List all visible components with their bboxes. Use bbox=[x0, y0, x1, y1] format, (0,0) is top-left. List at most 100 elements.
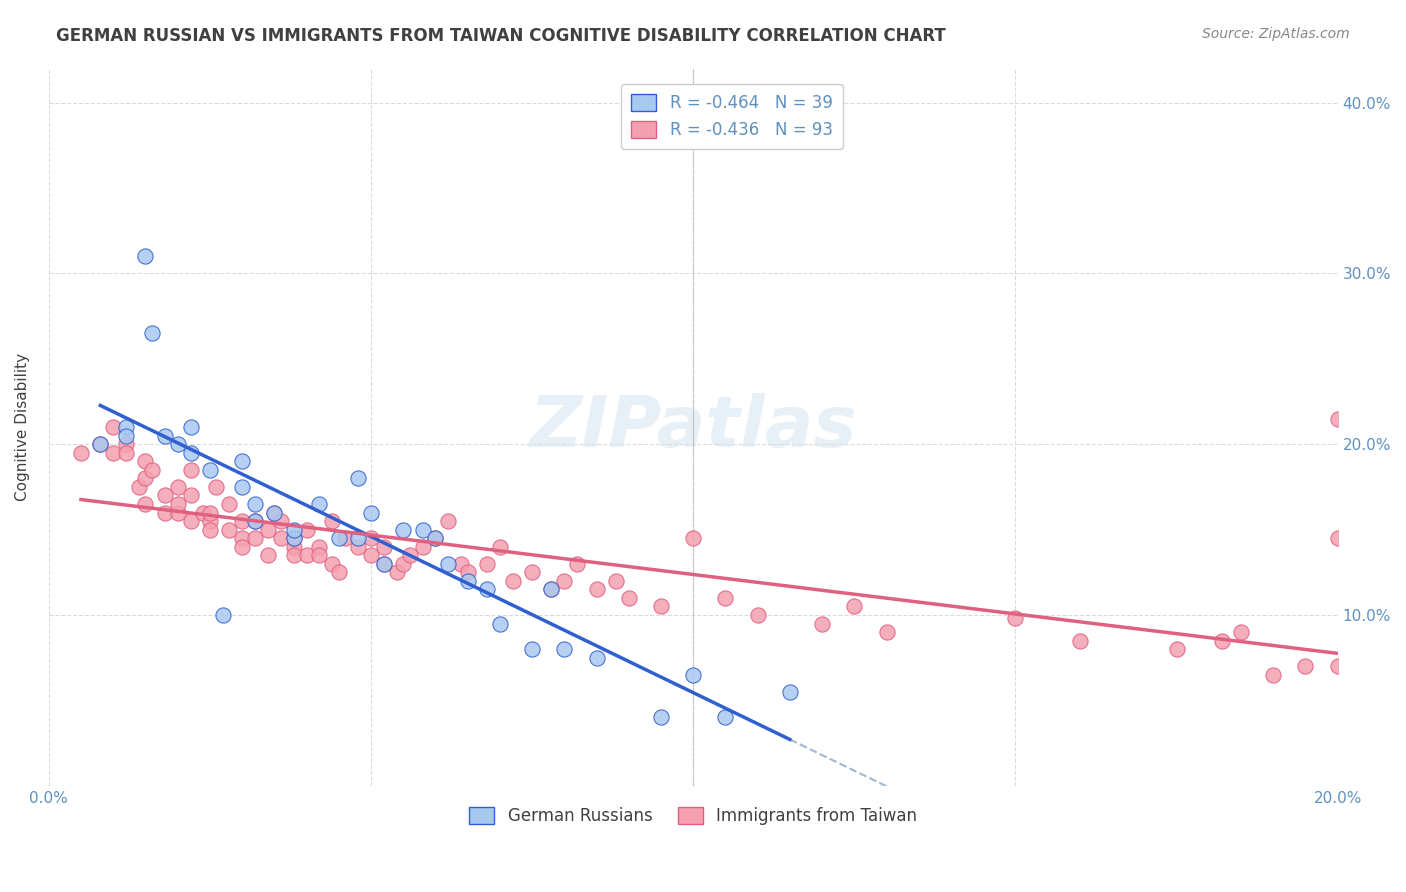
Point bbox=[243, 514, 266, 528]
Point bbox=[283, 531, 305, 545]
Point bbox=[1166, 642, 1188, 657]
Point bbox=[328, 531, 350, 545]
Point bbox=[115, 446, 138, 460]
Y-axis label: Cognitive Disability: Cognitive Disability bbox=[15, 353, 30, 501]
Point bbox=[141, 463, 163, 477]
Point bbox=[115, 437, 138, 451]
Point bbox=[425, 531, 447, 545]
Point bbox=[347, 540, 370, 554]
Point bbox=[650, 710, 672, 724]
Text: ZIPatlas: ZIPatlas bbox=[530, 392, 856, 462]
Point bbox=[347, 471, 370, 485]
Point bbox=[218, 523, 240, 537]
Point bbox=[193, 506, 215, 520]
Point bbox=[270, 531, 292, 545]
Point bbox=[308, 548, 330, 562]
Point bbox=[1391, 676, 1406, 690]
Point bbox=[412, 540, 434, 554]
Point bbox=[231, 480, 253, 494]
Point bbox=[328, 566, 350, 580]
Point bbox=[1069, 633, 1091, 648]
Text: Source: ZipAtlas.com: Source: ZipAtlas.com bbox=[1202, 27, 1350, 41]
Point bbox=[844, 599, 866, 614]
Point bbox=[747, 607, 769, 622]
Point bbox=[360, 548, 382, 562]
Point bbox=[567, 557, 589, 571]
Point bbox=[392, 523, 415, 537]
Point bbox=[180, 420, 202, 434]
Point bbox=[134, 471, 156, 485]
Point bbox=[134, 497, 156, 511]
Point bbox=[714, 710, 737, 724]
Point bbox=[1211, 633, 1233, 648]
Point bbox=[270, 514, 292, 528]
Point bbox=[166, 506, 188, 520]
Point bbox=[1004, 611, 1026, 625]
Point bbox=[257, 548, 280, 562]
Point bbox=[450, 557, 472, 571]
Point bbox=[128, 480, 150, 494]
Point bbox=[153, 488, 176, 502]
Point bbox=[103, 420, 125, 434]
Legend: German Russians, Immigrants from Taiwan: German Russians, Immigrants from Taiwan bbox=[460, 797, 927, 835]
Point bbox=[166, 437, 188, 451]
Point bbox=[153, 506, 176, 520]
Point bbox=[283, 548, 305, 562]
Point bbox=[335, 531, 357, 545]
Point bbox=[347, 531, 370, 545]
Point bbox=[605, 574, 627, 588]
Point bbox=[779, 685, 801, 699]
Point bbox=[540, 582, 562, 597]
Text: GERMAN RUSSIAN VS IMMIGRANTS FROM TAIWAN COGNITIVE DISABILITY CORRELATION CHART: GERMAN RUSSIAN VS IMMIGRANTS FROM TAIWAN… bbox=[56, 27, 946, 45]
Point bbox=[283, 531, 305, 545]
Point bbox=[211, 607, 233, 622]
Point bbox=[682, 531, 704, 545]
Point bbox=[1294, 659, 1316, 673]
Point bbox=[243, 531, 266, 545]
Point bbox=[103, 446, 125, 460]
Point bbox=[373, 540, 395, 554]
Point bbox=[714, 591, 737, 605]
Point bbox=[385, 566, 408, 580]
Point bbox=[198, 514, 221, 528]
Point bbox=[231, 540, 253, 554]
Point bbox=[198, 523, 221, 537]
Point bbox=[134, 454, 156, 468]
Point bbox=[437, 514, 460, 528]
Point bbox=[134, 249, 156, 263]
Point bbox=[205, 480, 228, 494]
Point bbox=[115, 428, 138, 442]
Point bbox=[141, 326, 163, 341]
Point bbox=[585, 582, 607, 597]
Point bbox=[489, 540, 512, 554]
Point bbox=[263, 506, 285, 520]
Point bbox=[198, 506, 221, 520]
Point bbox=[520, 566, 543, 580]
Point bbox=[243, 497, 266, 511]
Point bbox=[321, 514, 343, 528]
Point bbox=[231, 514, 253, 528]
Point bbox=[89, 437, 111, 451]
Point bbox=[520, 642, 543, 657]
Point bbox=[475, 582, 498, 597]
Point bbox=[180, 514, 202, 528]
Point bbox=[457, 566, 479, 580]
Point bbox=[489, 616, 512, 631]
Point bbox=[502, 574, 524, 588]
Point bbox=[1326, 659, 1348, 673]
Point bbox=[263, 506, 285, 520]
Point bbox=[295, 548, 318, 562]
Point bbox=[617, 591, 640, 605]
Point bbox=[218, 497, 240, 511]
Point bbox=[373, 557, 395, 571]
Point bbox=[243, 514, 266, 528]
Point bbox=[308, 497, 330, 511]
Point bbox=[231, 454, 253, 468]
Point bbox=[180, 488, 202, 502]
Point bbox=[89, 437, 111, 451]
Point bbox=[231, 531, 253, 545]
Point bbox=[360, 531, 382, 545]
Point bbox=[811, 616, 834, 631]
Point bbox=[153, 428, 176, 442]
Point bbox=[257, 523, 280, 537]
